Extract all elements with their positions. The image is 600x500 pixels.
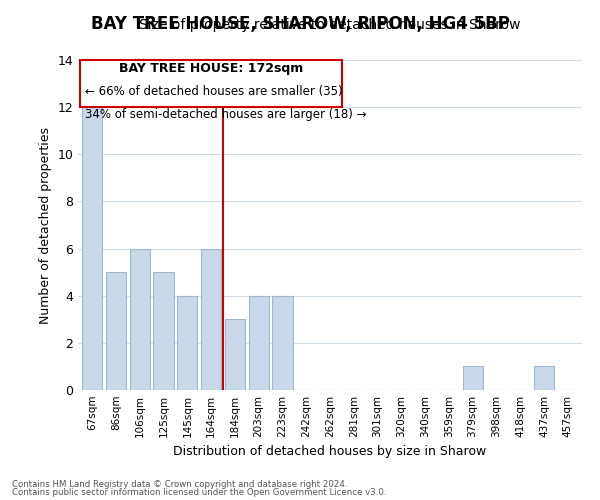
Bar [82, 107, 103, 390]
Bar [463, 366, 483, 390]
Title: Size of property relative to detached houses in Sharow: Size of property relative to detached ho… [139, 18, 521, 32]
Y-axis label: Number of detached properties: Number of detached properties [39, 126, 52, 324]
Bar [248, 296, 269, 390]
Text: Contains public sector information licensed under the Open Government Licence v3: Contains public sector information licen… [12, 488, 386, 497]
Text: Contains HM Land Registry data © Crown copyright and database right 2024.: Contains HM Land Registry data © Crown c… [12, 480, 347, 489]
Text: 34% of semi-detached houses are larger (18) →: 34% of semi-detached houses are larger (… [85, 108, 367, 121]
Bar [106, 272, 126, 390]
Bar [130, 248, 150, 390]
Bar [177, 296, 197, 390]
Bar [225, 320, 245, 390]
Bar [534, 366, 554, 390]
Bar [272, 296, 293, 390]
Text: ← 66% of detached houses are smaller (35): ← 66% of detached houses are smaller (35… [85, 84, 343, 98]
Text: BAY TREE HOUSE, SHAROW, RIPON, HG4 5BP: BAY TREE HOUSE, SHAROW, RIPON, HG4 5BP [91, 15, 509, 33]
Bar [154, 272, 173, 390]
Text: BAY TREE HOUSE: 172sqm: BAY TREE HOUSE: 172sqm [119, 62, 303, 74]
Bar [201, 248, 221, 390]
FancyBboxPatch shape [80, 60, 342, 107]
X-axis label: Distribution of detached houses by size in Sharow: Distribution of detached houses by size … [173, 446, 487, 458]
